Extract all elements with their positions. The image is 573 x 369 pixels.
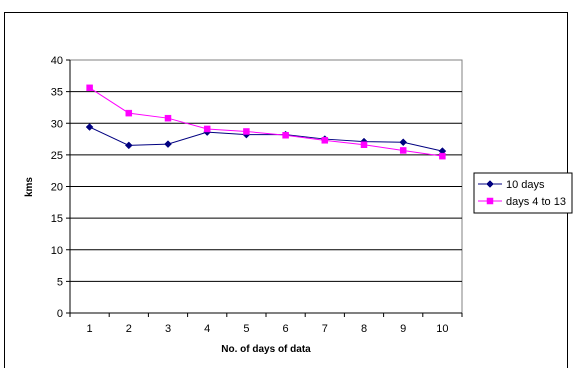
x-tick-label: 10 — [436, 323, 448, 335]
data-point — [164, 140, 172, 148]
series-2 — [86, 84, 446, 160]
series-line — [89, 126, 443, 152]
legend-label: days 4 to 13 — [506, 196, 566, 208]
y-tick-label: 40 — [51, 55, 63, 67]
legend-box — [473, 172, 573, 214]
y-tick-label: 15 — [51, 213, 63, 225]
data-point — [86, 84, 93, 92]
x-tick-label: 9 — [400, 323, 406, 335]
data-point — [203, 125, 211, 133]
data-point — [360, 141, 368, 149]
data-point — [439, 152, 446, 160]
x-axis-title: No. of days of data — [221, 344, 311, 355]
x-tick-label: 8 — [361, 323, 367, 335]
y-tick-label: 5 — [57, 276, 63, 288]
x-tick-label: 4 — [204, 323, 210, 335]
data-point — [399, 138, 408, 147]
data-point — [282, 132, 289, 139]
series-line — [89, 87, 443, 157]
y-axis-ticks: 0 5 10 15 20 25 30 35 40 — [51, 55, 462, 320]
gridlines — [70, 91, 462, 282]
data-point — [399, 147, 407, 154]
y-tick-label: 25 — [51, 150, 63, 162]
data-point — [243, 128, 250, 135]
legend-marker — [486, 197, 494, 205]
y-tick-label: 10 — [51, 245, 63, 257]
data-point — [124, 141, 133, 150]
x-tick-label: 1 — [87, 323, 93, 335]
x-tick-label: 3 — [165, 323, 171, 335]
y-tick-label: 20 — [51, 182, 63, 194]
x-tick-label: 7 — [322, 323, 328, 335]
data-point — [321, 137, 329, 144]
y-tick-label: 30 — [51, 118, 63, 130]
x-tick-label: 5 — [243, 323, 249, 335]
x-tick-label: 6 — [283, 323, 289, 335]
data-point — [85, 123, 94, 131]
legend-marker — [486, 180, 494, 188]
x-axis-ticks: 1 2 3 4 5 6 7 8 9 10 — [69, 313, 463, 335]
legend-label: 10 days — [506, 179, 545, 191]
x-tick-label: 2 — [126, 323, 132, 335]
y-tick-label: 0 — [57, 308, 63, 320]
data-point — [125, 109, 133, 117]
y-axis-title: kms — [24, 177, 35, 197]
y-tick-label: 35 — [51, 87, 63, 99]
data-point — [164, 114, 172, 122]
series-layer — [85, 84, 447, 160]
legend: 10 days days 4 to 13 — [473, 172, 573, 214]
